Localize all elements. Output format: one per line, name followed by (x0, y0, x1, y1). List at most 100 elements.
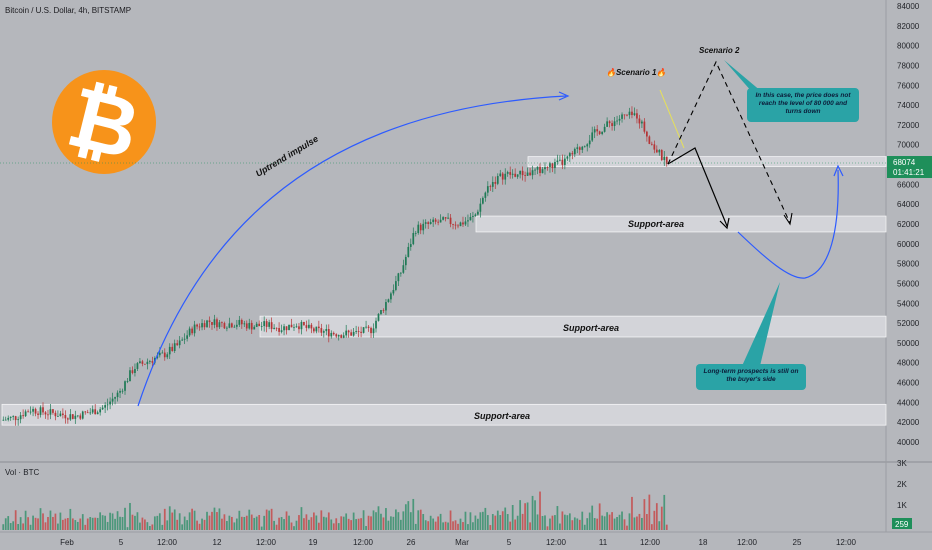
volume-bar (104, 515, 107, 530)
candle-body (109, 401, 111, 405)
candle-body (573, 148, 576, 155)
volume-bar (618, 514, 621, 530)
volume-bar (524, 503, 526, 530)
volume-bar (66, 517, 69, 530)
candle-body (414, 232, 417, 234)
candle-body (71, 414, 74, 419)
volume-bar (151, 524, 154, 530)
volume-bar (397, 512, 400, 530)
volume-bar (427, 521, 430, 530)
volume-bar (491, 514, 494, 530)
volume-bar (424, 520, 427, 530)
volume-bar (223, 514, 226, 530)
volume-bar (414, 523, 417, 530)
candle-body (345, 330, 348, 336)
volume-bar (258, 514, 261, 530)
callout-pointer-longterm (742, 282, 780, 366)
candle-body (52, 409, 54, 413)
volume-bar (586, 518, 589, 530)
volume-bar (370, 516, 372, 530)
volume-bar (124, 507, 126, 530)
price-tick-label: 46000 (897, 379, 920, 388)
volume-bar (437, 516, 440, 530)
volume-bar (646, 514, 648, 530)
volume-bar (531, 495, 534, 530)
scenario2-note-text: In this case, the price does not reach t… (755, 92, 851, 115)
scenario2-path (667, 60, 791, 224)
scenario2-label: Scenario 2 (699, 46, 740, 55)
candle-body (335, 334, 338, 337)
volume-bar (357, 518, 360, 530)
volume-bar (131, 514, 134, 530)
volume-bar (591, 505, 594, 530)
candle-body (355, 331, 357, 332)
volume-bar (39, 508, 42, 530)
candle-body (12, 416, 15, 417)
candle-body (395, 281, 397, 290)
volume-bar (663, 494, 666, 530)
volume-bar (598, 503, 601, 530)
volume-bar (24, 510, 27, 530)
volume-bar (546, 526, 549, 530)
candle-body (412, 233, 415, 245)
candle-body (253, 326, 256, 330)
candle-body (559, 159, 561, 161)
volume-bar (494, 515, 497, 530)
candle-body (62, 413, 64, 416)
volume-bar (554, 515, 556, 530)
time-tick-label: 12:00 (157, 538, 178, 547)
candle-body (646, 131, 648, 137)
candle-body (230, 323, 233, 328)
candle-body (375, 320, 377, 329)
volume-bar (315, 515, 318, 530)
volume-bar (188, 512, 191, 530)
candle-body (524, 175, 526, 176)
candle-body (477, 211, 479, 215)
candle-body (340, 335, 343, 338)
candle-body (481, 197, 484, 204)
volume-bar (327, 512, 330, 530)
candle-body (596, 129, 599, 132)
volume-bar (47, 516, 49, 530)
volume-bar (305, 514, 308, 530)
volume-bar (42, 513, 44, 530)
volume-bar (352, 512, 355, 530)
candle-body (479, 203, 482, 212)
candle-body (650, 143, 653, 145)
time-tick-label: 5 (119, 538, 124, 547)
time-tick-label: 25 (793, 538, 802, 547)
candle-body (173, 343, 176, 351)
volume-bar (501, 511, 504, 530)
candle-body (327, 329, 330, 337)
volume-bar (407, 501, 410, 530)
volume-bar (317, 522, 320, 530)
volume-bar (161, 524, 164, 530)
volume-bar (270, 508, 273, 530)
candle-body (76, 415, 79, 417)
longterm-note: Long-term prospects is still on the buye… (696, 364, 806, 390)
volume-bar (362, 510, 365, 530)
volume-bar (134, 515, 136, 530)
candle-body (549, 163, 551, 168)
candle-body (623, 114, 626, 116)
price-tick-label: 48000 (897, 359, 920, 368)
candle-body (183, 338, 186, 340)
current-volume-value: 259 (895, 520, 909, 529)
candle-body (658, 150, 661, 153)
candle-body (449, 217, 452, 225)
candle-body (385, 302, 387, 311)
candle-body (350, 332, 353, 336)
candle-body (213, 319, 216, 325)
volume-bar (573, 517, 576, 530)
volume-bar (390, 516, 392, 530)
volume-bar (325, 517, 328, 530)
candle-body (434, 219, 437, 222)
candle-body (139, 361, 141, 364)
volume-bar (213, 507, 216, 530)
volume-bar (422, 514, 425, 530)
candle-body (94, 409, 97, 415)
candle-body (37, 413, 39, 415)
volume-bar (539, 491, 541, 530)
time-tick-label: 26 (407, 538, 416, 547)
